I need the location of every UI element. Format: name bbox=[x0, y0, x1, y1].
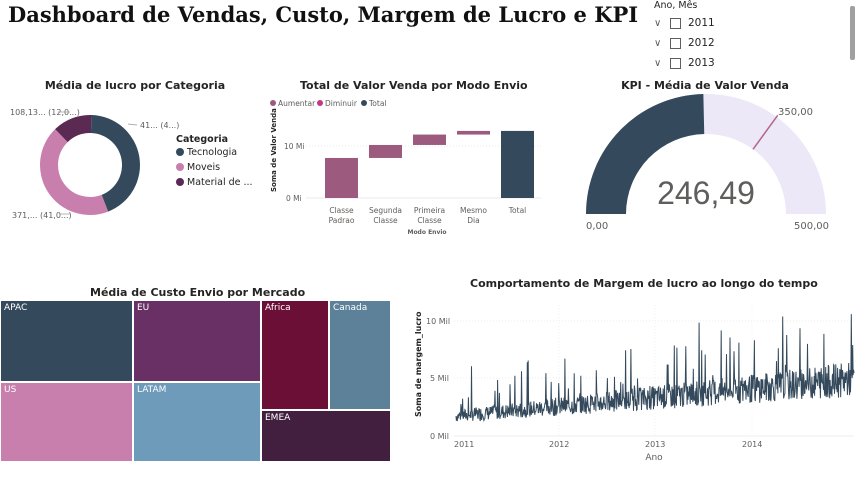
slicer-item-label: 2013 bbox=[688, 57, 715, 69]
treemap-title: Média de Custo Envio por Mercado bbox=[90, 286, 306, 299]
treemap-cell-latam[interactable]: LATAM bbox=[133, 382, 261, 462]
treemap-cell-eu[interactable]: EU bbox=[133, 300, 261, 382]
treemap-label: Canada bbox=[333, 303, 368, 313]
waterfall-title: Total de Valor Venda por Modo Envio bbox=[300, 79, 528, 92]
donut-legend: Categoria Tecnologia Moveis Material de … bbox=[176, 134, 253, 188]
chevron-down-icon[interactable]: ∨ bbox=[654, 37, 662, 49]
donut-chart[interactable]: 41... (4...) 108,13... (12,0...) 371,...… bbox=[0, 95, 260, 225]
waterfall-xlabel: Modo Envio bbox=[407, 229, 446, 236]
donut-slice-moveis[interactable] bbox=[40, 129, 109, 215]
legend-label: Diminuir bbox=[325, 99, 358, 108]
gauge-target-label: 350,00 bbox=[778, 107, 813, 118]
gauge-min-label: 0,00 bbox=[586, 221, 608, 232]
legend-item[interactable]: Material de ... bbox=[176, 177, 253, 188]
line-series bbox=[455, 314, 855, 423]
legend-dot bbox=[176, 163, 184, 171]
line-chart[interactable]: Soma de margem_lucro 10 Mil 5 Mil 0 Mil … bbox=[408, 295, 858, 467]
treemap-chart[interactable]: APAC EU Africa Canada US LATAM EMEA bbox=[0, 300, 391, 462]
donut-label-top-right: 41... (4...) bbox=[140, 121, 179, 130]
gauge-title: KPI - Média de Valor Venda bbox=[621, 79, 789, 92]
donut-title: Média de lucro por Categoria bbox=[44, 79, 226, 92]
treemap-cell-africa[interactable]: Africa bbox=[261, 300, 329, 410]
xtick-label: Total bbox=[508, 206, 527, 215]
slicer-scrollbar[interactable] bbox=[850, 6, 855, 60]
waterfall-bar[interactable] bbox=[325, 157, 358, 198]
treemap-label: Africa bbox=[265, 303, 291, 313]
xtick-label: Mesmo bbox=[460, 206, 487, 215]
linechart-title: Comportamento de Margem de lucro ao long… bbox=[470, 277, 818, 290]
xtick-label: Padrao bbox=[329, 216, 355, 225]
xtick: 2011 bbox=[454, 440, 474, 449]
gauge-max-label: 500,00 bbox=[794, 221, 829, 232]
legend-label: Material de ... bbox=[187, 177, 253, 188]
xtick: 2014 bbox=[742, 440, 762, 449]
treemap-label: LATAM bbox=[137, 385, 167, 395]
legend-item[interactable]: Tecnologia bbox=[176, 147, 253, 158]
slicer-item-2011[interactable]: ∨ 2011 bbox=[654, 13, 844, 33]
ytick: 10 Mil bbox=[426, 317, 450, 326]
slicer-item-2012[interactable]: ∨ 2012 bbox=[654, 33, 844, 53]
xtick-label: Segunda bbox=[369, 206, 402, 215]
chevron-down-icon[interactable]: ∨ bbox=[654, 57, 662, 69]
slicer-item-label: 2011 bbox=[688, 17, 715, 29]
gauge-target-line bbox=[752, 114, 779, 150]
legend-title: Categoria bbox=[176, 134, 229, 145]
legend-label: Moveis bbox=[187, 162, 221, 173]
linechart-xlabel: Ano bbox=[645, 453, 663, 463]
ytick: 5 Mil bbox=[430, 374, 449, 383]
ytick: 0 Mil bbox=[430, 432, 449, 441]
legend-label: Tecnologia bbox=[187, 147, 238, 158]
legend-label: Total bbox=[368, 99, 387, 108]
treemap-cell-apac[interactable]: APAC bbox=[0, 300, 133, 382]
donut-slice-tecnologia[interactable] bbox=[90, 115, 140, 212]
donut-slice-material-de[interactable] bbox=[55, 115, 92, 143]
waterfall-bar[interactable] bbox=[457, 130, 490, 135]
xtick-label: Classe bbox=[417, 216, 442, 225]
legend-label: Aumentar bbox=[278, 99, 316, 108]
legend-item[interactable]: Moveis bbox=[176, 162, 253, 173]
xtick-label: Primeira bbox=[414, 206, 445, 215]
slicer-item-2013[interactable]: ∨ 2013 bbox=[654, 53, 844, 73]
gauge-fill bbox=[586, 94, 705, 214]
treemap-cell-emea[interactable]: EMEA bbox=[261, 410, 391, 462]
waterfall-legend: Aumentar Diminuir Total bbox=[270, 99, 387, 108]
slicer-item-label: 2012 bbox=[688, 37, 715, 49]
treemap-label: APAC bbox=[4, 303, 28, 313]
ytick: 0 Mi bbox=[286, 194, 302, 203]
xtick-label: Classe bbox=[329, 206, 354, 215]
checkbox[interactable] bbox=[670, 57, 681, 69]
waterfall-chart[interactable]: Aumentar Diminuir Total Soma de Valor Ve… bbox=[266, 94, 546, 240]
donut-label-bottom-left: 371,... (41,0...) bbox=[12, 211, 72, 220]
legend-dot bbox=[176, 178, 184, 186]
treemap-cell-canada[interactable]: Canada bbox=[329, 300, 391, 410]
xtick: 2013 bbox=[645, 440, 665, 449]
waterfall-bar[interactable] bbox=[501, 130, 534, 198]
waterfall-bar[interactable] bbox=[369, 144, 402, 158]
gauge-chart[interactable]: 246,49 0,00 500,00 350,00 bbox=[580, 92, 840, 237]
treemap-label: EMEA bbox=[265, 413, 291, 423]
leader-line bbox=[127, 123, 138, 126]
treemap-label: EU bbox=[137, 303, 150, 313]
ytick: 10 Mi bbox=[284, 142, 304, 151]
treemap-cell-us[interactable]: US bbox=[0, 382, 133, 462]
xtick: 2012 bbox=[549, 440, 569, 449]
checkbox[interactable] bbox=[670, 37, 681, 49]
gauge-value: 246,49 bbox=[657, 175, 755, 211]
donut-label-top-left: 108,13... (12,0...) bbox=[10, 108, 80, 117]
linechart-ylabel: Soma de margem_lucro bbox=[414, 311, 423, 417]
legend-dot bbox=[176, 148, 184, 156]
waterfall-bar[interactable] bbox=[413, 134, 446, 145]
xtick-label: Classe bbox=[373, 216, 398, 225]
slicer-header: Ano, Mês bbox=[654, 0, 698, 11]
page-title: Dashboard de Vendas, Custo, Margem de Lu… bbox=[8, 2, 639, 27]
xtick-label: Dia bbox=[467, 216, 479, 225]
checkbox[interactable] bbox=[670, 17, 681, 29]
year-month-slicer[interactable]: Ano, Mês ∨ 2011 ∨ 2012 ∨ 2013 bbox=[654, 0, 844, 72]
chevron-down-icon[interactable]: ∨ bbox=[654, 17, 662, 29]
waterfall-ylabel: Soma de Valor Venda bbox=[270, 108, 278, 192]
treemap-label: US bbox=[4, 385, 17, 395]
